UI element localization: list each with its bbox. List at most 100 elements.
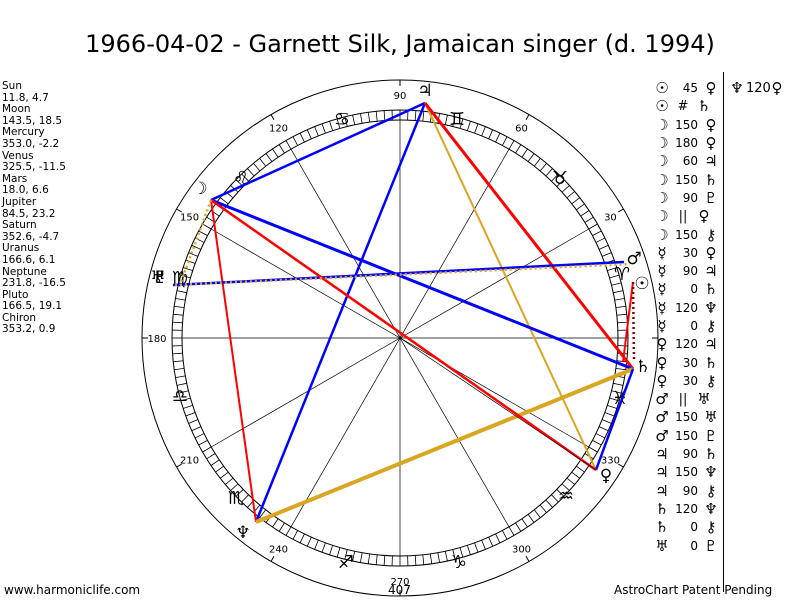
- degree-tick: [175, 375, 186, 378]
- degree-tick: [265, 153, 273, 162]
- degree-tick: [360, 552, 363, 563]
- degree-label: 150: [180, 213, 199, 224]
- degree-tick: [176, 382, 187, 386]
- dotted-aspect-line: [178, 199, 213, 286]
- aspect-planet2: ♇: [704, 426, 718, 445]
- degree-tick: [607, 267, 617, 272]
- degree-tick: [459, 118, 464, 129]
- aspect-symbol: 120: [675, 337, 698, 352]
- aspect-symbol: 150: [675, 172, 698, 187]
- outer-tick: [617, 208, 624, 213]
- degree-tick: [299, 132, 305, 143]
- aspect-symbol: ||: [678, 391, 688, 407]
- degree-tick: [383, 555, 386, 566]
- aspect-symbol: 150: [675, 117, 698, 132]
- degree-tick: [321, 123, 326, 134]
- degree-tick: [235, 489, 244, 497]
- degree-tick: [321, 542, 326, 553]
- degree-tick: [210, 459, 220, 466]
- degree-tick: [533, 509, 541, 518]
- degree-tick: [609, 397, 620, 402]
- degree-label: 90: [394, 91, 407, 102]
- aspect-planet2: ♀: [705, 243, 717, 262]
- aspect-planet2: ♃: [704, 335, 718, 354]
- degree-tick: [545, 499, 553, 508]
- degree-tick: [188, 419, 199, 424]
- sign-glyph: ♉: [552, 168, 568, 189]
- aspect-row: ☽ 150 ⚷: [652, 225, 721, 244]
- degree-tick: [306, 536, 312, 547]
- aspect-symbol: 0: [690, 319, 698, 333]
- aspect-row: ♅ 0 ♇: [652, 536, 721, 555]
- footer-website[interactable]: www.harmoniclife.com: [4, 583, 141, 597]
- degree-tick: [292, 530, 299, 540]
- aspect-planet1: ☉: [655, 97, 669, 116]
- degree-tick: [613, 382, 624, 386]
- aspect-symbol: 60: [682, 154, 698, 169]
- aspect-row: ♀ 30 ♄: [652, 353, 721, 372]
- sign-glyph: ♋: [334, 109, 350, 130]
- degree-tick: [566, 477, 575, 485]
- degree-tick: [174, 367, 185, 371]
- degree-tick: [508, 526, 515, 536]
- aspect-row: ☽ 150 ♀: [652, 116, 721, 134]
- degree-tick: [241, 494, 249, 503]
- aspect-line: [424, 102, 597, 471]
- sign-glyph: ♎: [172, 386, 188, 407]
- aspect-planet2: ♀: [705, 134, 717, 153]
- degree-tick: [259, 158, 267, 167]
- degree-tick: [501, 530, 508, 540]
- aspect-symbol: 0: [690, 282, 698, 297]
- aspect-row: ☿ 90 ♃: [652, 262, 721, 280]
- degree-tick: [344, 116, 348, 127]
- outer-tick: [270, 114, 275, 121]
- planet-jupiter-glyph: ♃: [417, 81, 432, 101]
- aspect-planet1: ♀: [656, 371, 668, 390]
- degree-tick: [515, 144, 522, 154]
- degree-tick: [206, 453, 216, 460]
- sign-glyph: ♒: [558, 486, 574, 507]
- aspect-symbol: 45: [682, 81, 698, 96]
- aspect-planet2: ⚷: [705, 371, 717, 390]
- degree-tick: [615, 305, 626, 309]
- degree-tick: [329, 121, 334, 131]
- footer-patent: AstroChart Patent Pending: [614, 583, 773, 597]
- aspect-planet1: ☽: [655, 115, 669, 134]
- outer-tick: [525, 114, 530, 121]
- planet-uranus-glyph: ♅: [150, 268, 165, 288]
- aspect-planet1: ☽: [655, 170, 669, 189]
- aspect-row: ☽ 60 ♃: [652, 152, 721, 170]
- aspect-planet1: ☿: [657, 243, 667, 262]
- degree-tick: [576, 203, 585, 211]
- degree-tick: [336, 118, 341, 129]
- aspect-planet2: ♀: [698, 207, 710, 226]
- planet-coords: 166.6, 6.1: [2, 253, 56, 266]
- aspect-symbol: #: [677, 98, 689, 114]
- aspect-planet2: ♃: [704, 152, 718, 171]
- degree-tick: [588, 223, 598, 230]
- degree-tick: [188, 252, 199, 257]
- degree-tick: [595, 433, 606, 439]
- aspect-planet1: ☿: [657, 298, 667, 317]
- footer-number: 407: [388, 583, 411, 597]
- sign-glyph: ♐: [338, 552, 354, 573]
- aspect-planet2: ♀: [705, 115, 717, 134]
- degree-tick: [225, 477, 234, 485]
- aspect-symbol: 90: [682, 483, 698, 498]
- planet-coords: 11.8, 4.7: [2, 91, 49, 104]
- aspect-planet2: ♅: [704, 408, 718, 427]
- degree-tick: [178, 390, 189, 394]
- extra-aspect-planet1: ♆: [730, 79, 744, 97]
- planet-name: Jupiter: [2, 195, 37, 208]
- aspect-planet2: ♃: [704, 262, 718, 281]
- degree-tick: [459, 547, 464, 558]
- aspect-line: [594, 368, 635, 471]
- aspect-symbol: 180: [675, 136, 698, 151]
- degree-tick: [344, 549, 348, 560]
- aspect-row: ☉ # ♄: [652, 97, 721, 115]
- degree-tick: [183, 267, 193, 272]
- aspect-planet2: ♇: [704, 188, 718, 207]
- aspect-list: ☉ 45 ♀ ☉ # ♄ ☽ 150 ♀ ☽ 180 ♀ ☽ 60 ♃ ☽ 150 ♄ ☽ 90 ♇ ☽ || ♀ ☽ 150 ⚷ ☿…: [652, 79, 721, 555]
- degree-tick: [527, 153, 535, 162]
- degree-tick: [414, 555, 417, 566]
